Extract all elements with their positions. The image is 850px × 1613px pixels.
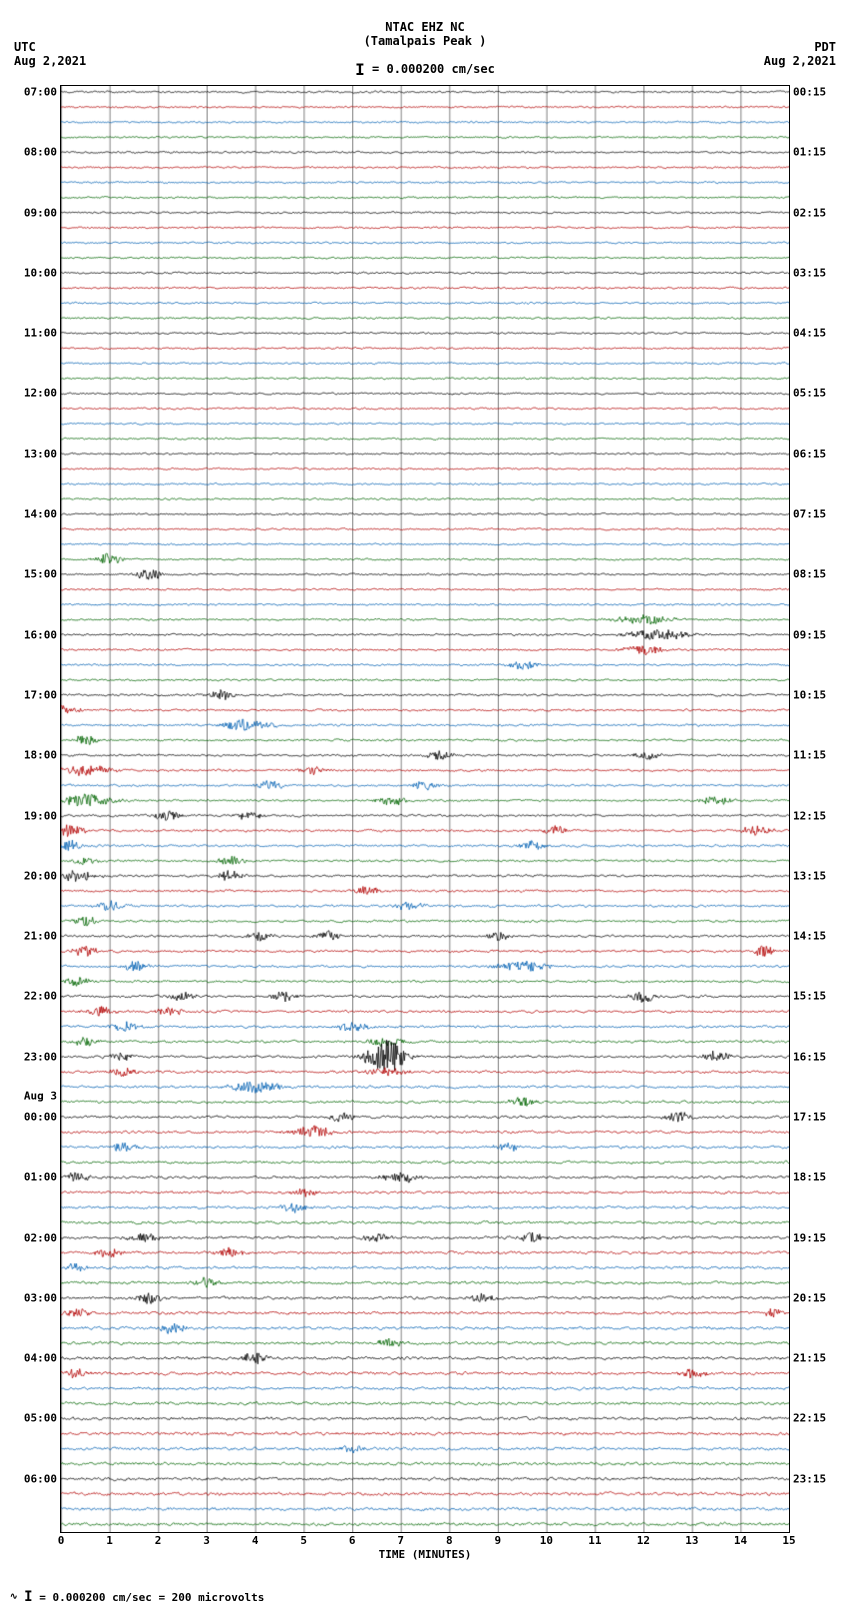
local-time-label: 20:15 [793,1291,826,1304]
local-time-label: 06:15 [793,447,826,460]
title-line1: NTAC EHZ NC [0,20,850,34]
local-time-label: 08:15 [793,568,826,581]
local-time-label: 11:15 [793,749,826,762]
scale-bar-icon: I [355,60,365,79]
xaxis-tick: 5 [300,1534,307,1547]
local-time-label: 21:15 [793,1352,826,1365]
local-time-label: 17:15 [793,1111,826,1124]
utc-time-label: 15:00 [24,568,57,581]
utc-time-label: 20:00 [24,869,57,882]
scale-text: = 0.000200 cm/sec [372,62,495,76]
xaxis-title: TIME (MINUTES) [379,1548,472,1561]
utc-time-label: 05:00 [24,1412,57,1425]
utc-time-label: 19:00 [24,809,57,822]
local-time-label: 10:15 [793,688,826,701]
utc-time-label: 22:00 [24,990,57,1003]
footer-bar-icon: I [24,1589,32,1605]
utc-time-label: 03:00 [24,1291,57,1304]
utc-time-label: 02:00 [24,1231,57,1244]
utc-time-label: 08:00 [24,146,57,159]
xaxis-tick: 1 [106,1534,113,1547]
utc-time-label: 18:00 [24,749,57,762]
header-right: PDT Aug 2,2021 [764,40,836,68]
local-time-label: 14:15 [793,930,826,943]
xaxis-tick: 14 [734,1534,747,1547]
local-time-label: 19:15 [793,1231,826,1244]
local-time-label: 16:15 [793,1050,826,1063]
local-time-label: 13:15 [793,869,826,882]
xaxis-tick: 10 [540,1534,553,1547]
xaxis-tick: 4 [252,1534,259,1547]
local-time-label: 05:15 [793,387,826,400]
utc-time-label: 00:00 [24,1111,57,1124]
title-line2: (Tamalpais Peak ) [0,34,850,48]
footer-scale: ∿ I = 0.000200 cm/sec = 200 microvolts [10,1589,264,1605]
header-center: NTAC EHZ NC (Tamalpais Peak ) [0,20,850,48]
utc-time-label: 17:00 [24,688,57,701]
utc-time-label: 23:00 [24,1050,57,1063]
seismogram-plot: TIME (MINUTES) 07:0008:0009:0010:0011:00… [60,85,790,1533]
utc-time-label: 09:00 [24,206,57,219]
heliplot-container: NTAC EHZ NC (Tamalpais Peak ) UTC Aug 2,… [0,0,850,1613]
xaxis-tick: 11 [588,1534,601,1547]
xaxis-tick: 0 [58,1534,65,1547]
xaxis-tick: 13 [685,1534,698,1547]
utc-time-label: 11:00 [24,327,57,340]
right-tz: PDT [764,40,836,54]
local-time-label: 09:15 [793,628,826,641]
xaxis-tick: 9 [494,1534,501,1547]
local-time-label: 15:15 [793,990,826,1003]
left-tz: UTC [14,40,86,54]
right-date: Aug 2,2021 [764,54,836,68]
utc-time-label: 10:00 [24,266,57,279]
footer-tilde-icon: ∿ [10,1592,18,1602]
local-time-label: 12:15 [793,809,826,822]
utc-time-label: 21:00 [24,930,57,943]
left-date: Aug 2,2021 [14,54,86,68]
utc-time-label: 01:00 [24,1171,57,1184]
xaxis-tick: 6 [349,1534,356,1547]
local-time-label: 00:15 [793,85,826,98]
utc-time-label: 13:00 [24,447,57,460]
local-time-label: 23:15 [793,1472,826,1485]
scale-legend: I = 0.000200 cm/sec [355,60,495,79]
xaxis-tick: 8 [446,1534,453,1547]
local-time-label: 22:15 [793,1412,826,1425]
seismogram-canvas [61,86,789,1532]
local-time-label: 02:15 [793,206,826,219]
utc-time-label: 12:00 [24,387,57,400]
local-time-label: 01:15 [793,146,826,159]
utc-time-label: 06:00 [24,1472,57,1485]
footer-text: = 0.000200 cm/sec = 200 microvolts [39,1591,264,1604]
local-time-label: 04:15 [793,327,826,340]
xaxis-tick: 7 [397,1534,404,1547]
local-time-label: 03:15 [793,266,826,279]
local-time-label: 07:15 [793,508,826,521]
utc-time-label: 07:00 [24,85,57,98]
local-time-label: 18:15 [793,1171,826,1184]
xaxis-tick: 3 [203,1534,210,1547]
xaxis-tick: 12 [637,1534,650,1547]
utc-time-label: 04:00 [24,1352,57,1365]
utc-time-label: 16:00 [24,628,57,641]
utc-time-label: 14:00 [24,508,57,521]
xaxis-tick: 15 [782,1534,795,1547]
header-left: UTC Aug 2,2021 [14,40,86,68]
utc-time-label: Aug 3 [24,1089,57,1102]
xaxis-tick: 2 [155,1534,162,1547]
